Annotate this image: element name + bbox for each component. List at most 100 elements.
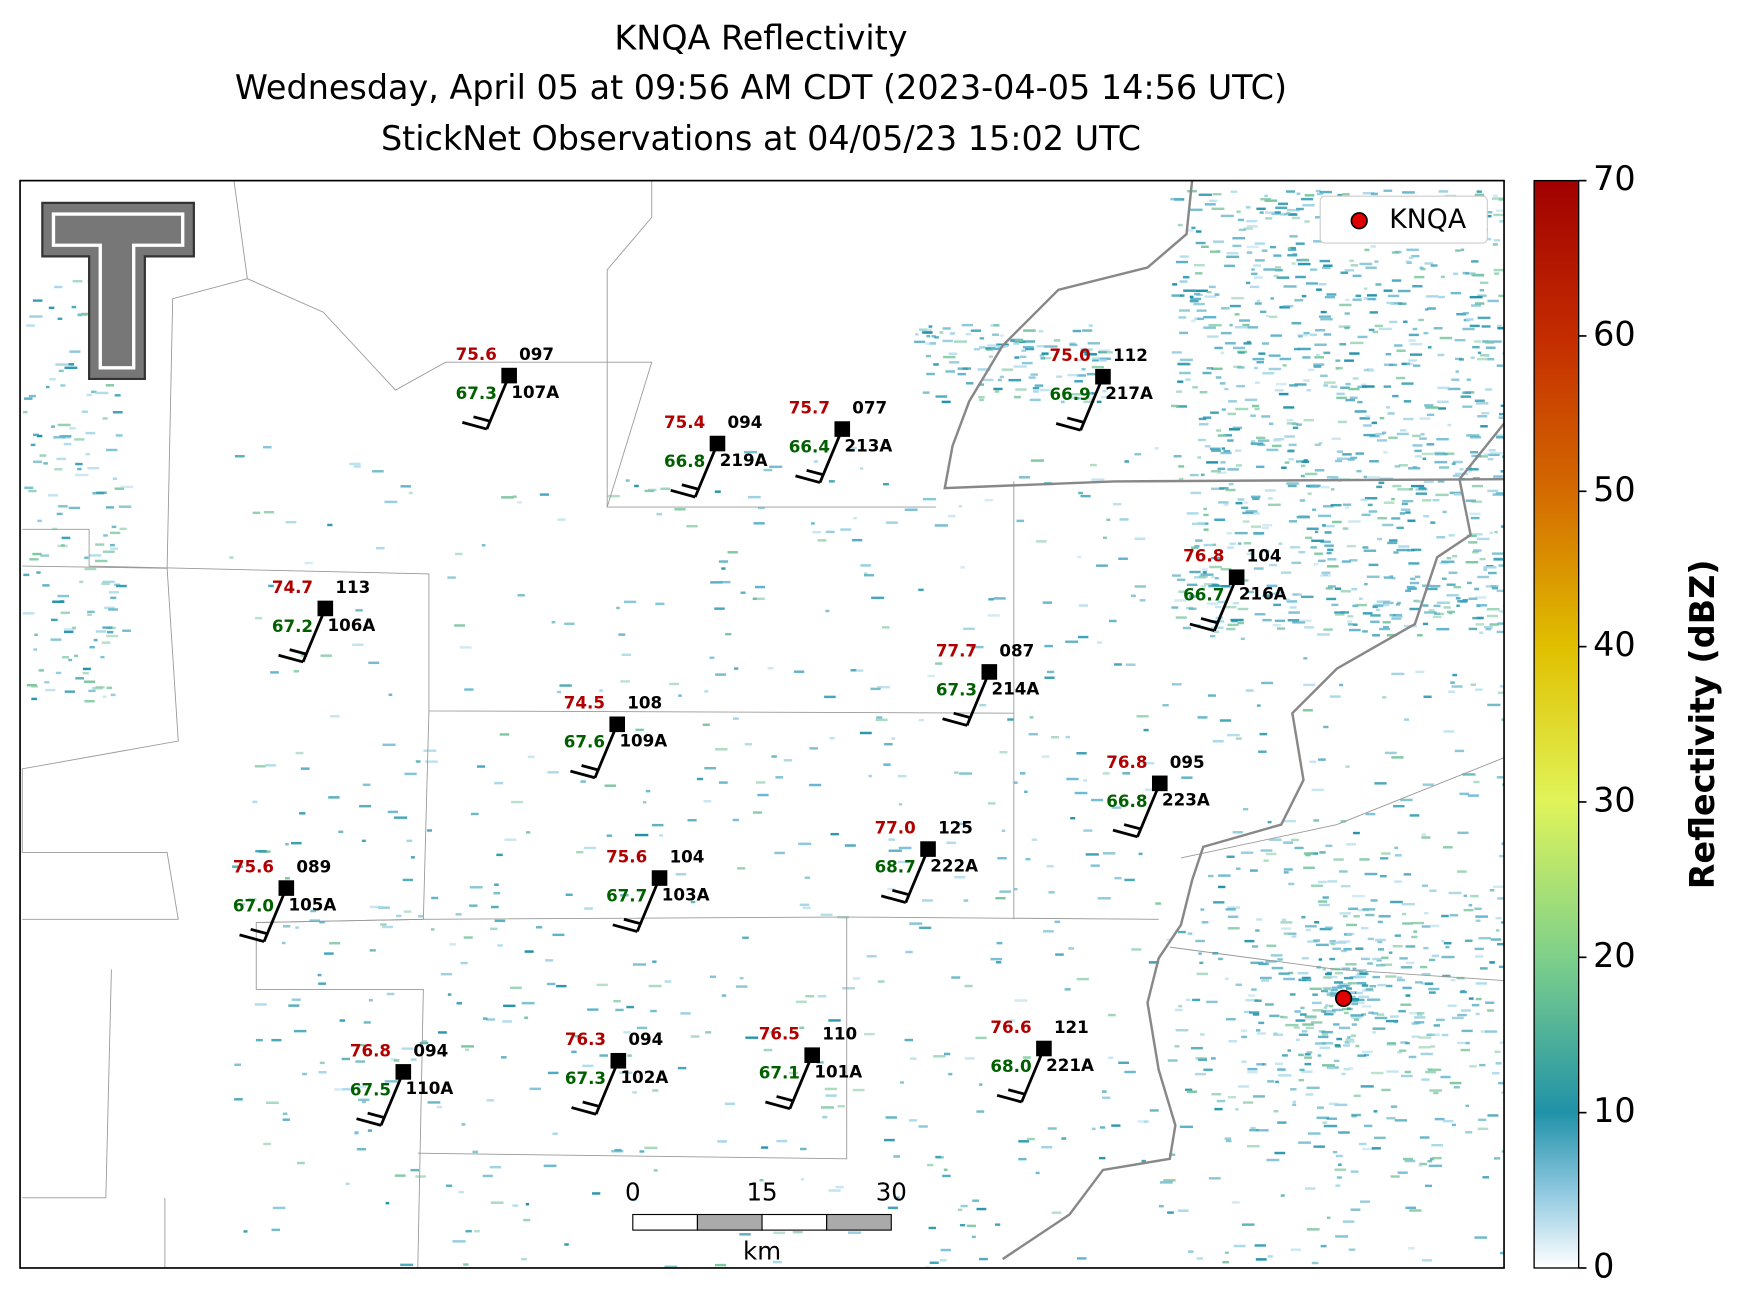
wind-staff [788,1054,814,1110]
echo [715,673,727,676]
echo [737,867,746,870]
echo [1331,437,1342,440]
echo [476,765,486,768]
echo [1195,241,1206,245]
echo [1347,520,1361,523]
echo [1270,334,1282,337]
echo [1416,1011,1425,1015]
echo [1350,998,1360,1001]
echo [1493,475,1503,479]
echo [304,561,313,565]
echo [1298,550,1306,554]
echo [1179,280,1188,283]
echo [1331,603,1339,607]
echo [970,329,982,332]
echo [1210,634,1216,638]
echo [1246,281,1251,285]
echo [636,1026,648,1030]
echo [1301,957,1309,960]
echo [1346,620,1353,623]
echo [109,543,115,547]
echo [255,849,267,853]
station-id: 105A [289,894,337,914]
echo [1420,267,1426,271]
echo [1415,981,1423,984]
echo [1441,914,1449,918]
echo [1270,592,1283,595]
echo [509,986,522,990]
echo [1314,530,1319,534]
echo [1233,1244,1246,1248]
echo [964,984,973,988]
echo [1428,991,1436,994]
echo [704,690,709,693]
echo [82,667,91,671]
echo [1252,945,1259,948]
echo [529,1087,542,1091]
echo [979,1257,988,1261]
echo [1182,275,1190,279]
echo [1179,294,1185,297]
echo [1405,589,1412,593]
echo [768,1031,777,1034]
echo [1307,1132,1321,1135]
scale-tick-label: 0 [625,1177,641,1206]
echo [1080,348,1093,351]
echo [1289,993,1296,996]
echo [524,950,534,953]
echo [1313,365,1322,368]
echo [1413,599,1420,603]
echo [1326,1216,1331,1219]
echo [1288,611,1300,614]
station-marker [1228,569,1245,586]
echo [1392,945,1403,948]
echo [1422,783,1434,786]
echo [1433,604,1441,608]
echo [1051,1211,1062,1214]
echo [1351,894,1365,898]
echo [1235,501,1243,505]
echo [1410,484,1425,488]
echo [918,1125,928,1128]
echo [368,999,373,1002]
echo [1412,466,1417,469]
echo [1255,929,1260,932]
echo [95,391,109,395]
echo [935,662,943,665]
echo [410,1168,420,1172]
echo [1474,302,1485,305]
echo [1420,965,1428,969]
echo [1486,607,1500,611]
echo [1391,497,1395,501]
county-line [247,278,936,508]
echo [1317,880,1327,884]
echo [1386,1117,1396,1120]
echo [1255,1258,1267,1261]
echo [1386,406,1390,409]
echo [87,610,95,614]
dewpoint: 67.0 [233,896,274,916]
echo [1410,577,1416,581]
echo [1159,1181,1173,1184]
echo [1066,396,1077,399]
echo [1204,203,1216,206]
echo [660,487,671,491]
echo [1389,320,1398,324]
wind-staff [818,428,844,484]
echo [1172,574,1181,577]
echo [1262,1063,1267,1066]
echo [1229,304,1241,308]
echo [1272,624,1282,627]
echo [1304,1187,1316,1190]
echo [1314,216,1325,219]
echo [1189,295,1194,299]
echo [709,656,715,660]
echo [1253,264,1262,267]
echo [1286,418,1294,422]
echo [1459,358,1464,361]
echo [524,1016,529,1019]
echo [1278,392,1289,396]
echo [1198,575,1208,578]
